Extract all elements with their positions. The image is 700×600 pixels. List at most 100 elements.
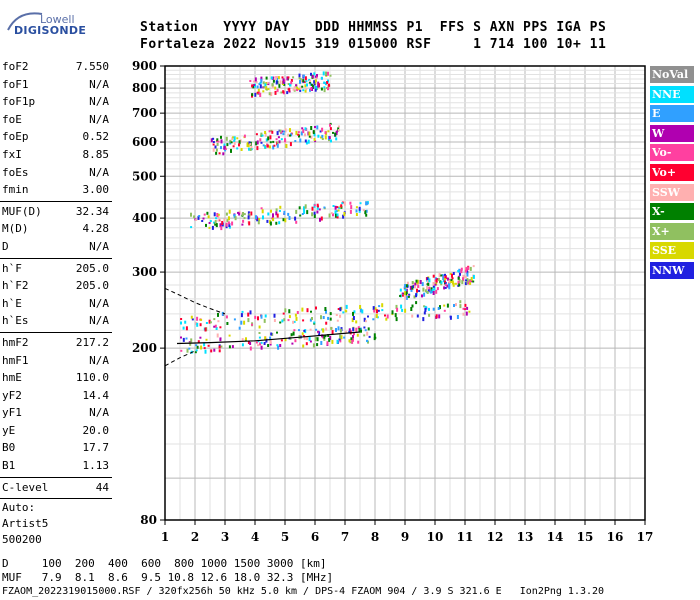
param-row-yf1: yF1 N/A [0,404,112,422]
x-tick-label: 10 [427,530,444,544]
echo-point [298,77,301,80]
panel-divider [0,476,112,478]
echo-point [444,283,447,286]
echo-point [308,81,311,84]
x-tick-label: 8 [371,530,379,544]
echo-point [271,76,274,80]
echo-point [223,143,226,148]
echo-point [208,222,211,224]
echo-point [472,274,475,279]
x-tick-label: 12 [487,530,504,544]
echo-point [451,280,454,285]
header-line-2: Fortaleza 2022 Nov15 319 015000 RSF 1 71… [140,37,607,52]
echo-point [351,339,354,344]
echo-point [195,349,198,352]
echo-point [469,280,472,282]
param-label: foEp [2,130,29,144]
echo-point [313,321,316,324]
echo-point [448,279,451,284]
echo-point [283,318,286,322]
param-value: N/A [89,314,109,328]
echo-point [249,148,252,151]
echo-point [228,209,231,214]
echo-point [251,84,254,88]
echo-point [260,76,263,81]
echo-point [460,269,463,274]
echo-point [214,145,217,149]
echo-point [241,310,244,313]
echo-point [251,323,253,326]
param-label: h`F [2,261,22,275]
echo-point [355,209,358,213]
echo-point [472,265,475,268]
echo-point [250,145,253,150]
echo-point [267,212,270,216]
echo-point [253,84,256,86]
echo-point [270,92,273,97]
echo-point [314,126,316,128]
echo-point [204,327,207,332]
echo-point [394,313,397,318]
echo-point [432,307,435,311]
echo-point [339,314,342,318]
echo-point [413,295,416,299]
scaling-line3: 500200 [2,533,42,547]
param-label: foEs [2,165,29,179]
echo-point [217,213,220,216]
echo-point [355,206,358,209]
echo-point [458,278,461,283]
echo-point [301,85,304,88]
echo-point [205,338,208,341]
echo-point [306,308,309,313]
echo-point [437,307,440,310]
echo-point [335,131,338,135]
echo-point [329,74,332,77]
echo-point [324,131,327,135]
param-row-mufd: MUF(D) 32.34 [0,203,112,221]
echo-point [324,71,327,76]
echo-point [325,327,328,331]
echo-point [434,283,437,286]
echo-point [264,314,267,318]
echo-point [255,81,258,84]
param-label: B1 [2,459,16,473]
echo-point [191,318,194,321]
echo-point [276,213,279,218]
echo-point [289,128,291,133]
echo-point [265,88,268,91]
echo-point [352,327,355,332]
echo-point [290,81,293,85]
echo-point [444,273,446,276]
echo-point [317,134,320,138]
echo-point [472,280,475,283]
echo-point [323,206,326,209]
echo-point [306,83,308,87]
echo-point [327,130,330,133]
echo-point [216,142,219,146]
echo-point [200,318,203,321]
echo-point [337,209,340,212]
echo-point [320,216,323,221]
echo-point [263,318,266,323]
echo-point [300,79,303,83]
echo-point [341,202,344,205]
echo-point [277,76,280,80]
echo-point [241,338,244,342]
echo-point [363,317,366,322]
echo-point [355,320,358,324]
echo-point [327,334,330,337]
echo-point [410,289,413,292]
echo-point [281,319,284,323]
echo-point [210,138,213,143]
echo-point [368,335,371,338]
echo-point [309,328,312,331]
echo-point [330,212,333,215]
echo-point [196,322,199,327]
echo-point [279,205,282,209]
header-line-1: Station YYYY DAY DDD HHMMSS P1 FFS S AXN… [140,20,607,35]
echo-point [457,280,460,285]
echo-point [220,135,222,139]
echo-point [299,86,302,91]
echo-point [439,305,441,310]
x-tick-label: 7 [341,530,349,544]
